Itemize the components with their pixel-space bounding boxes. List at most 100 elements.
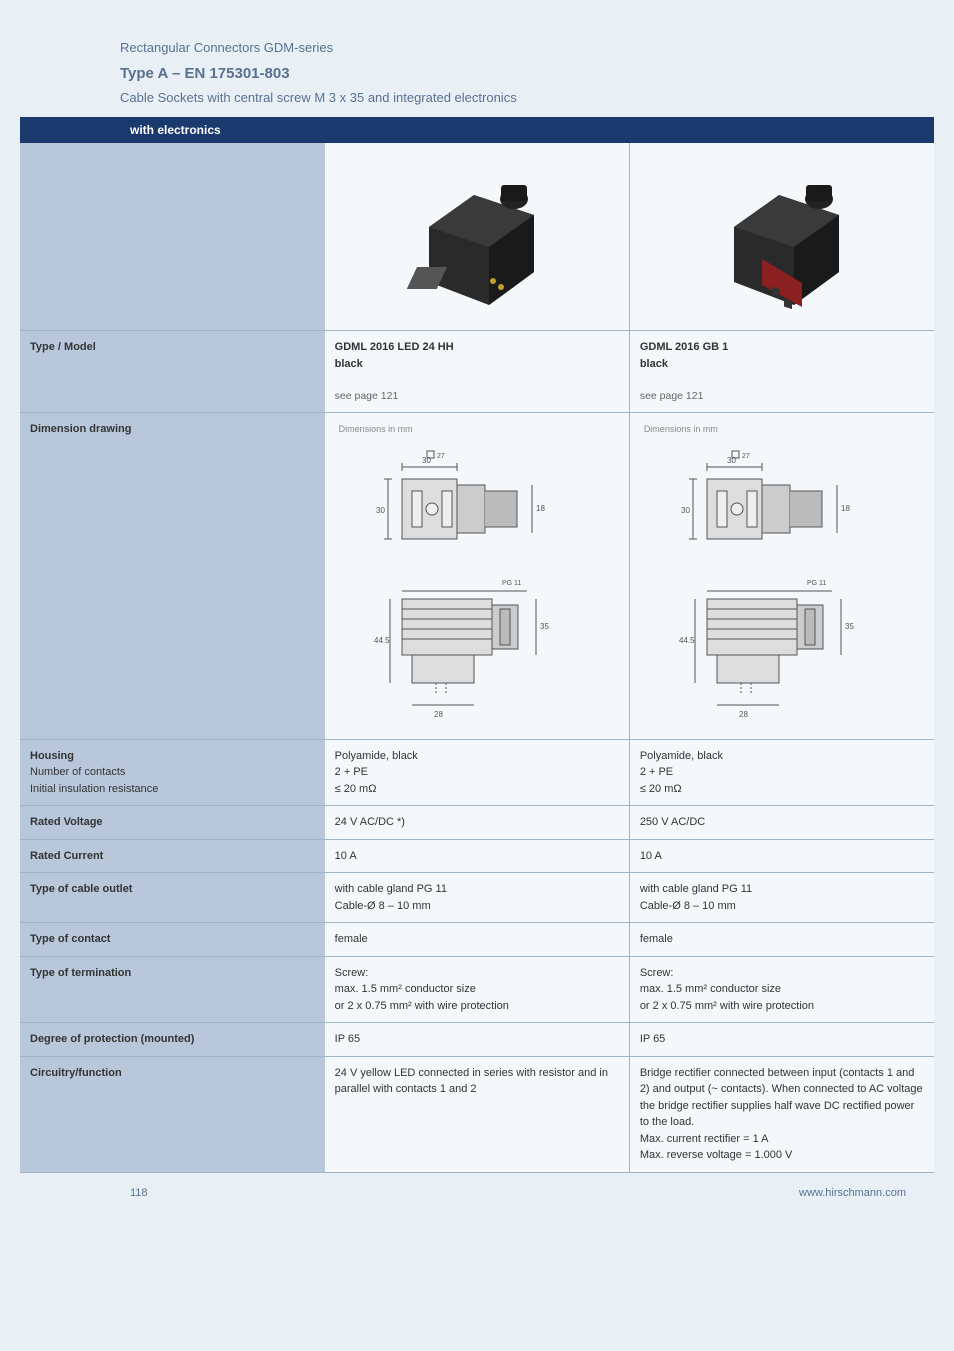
value-cell: Dimensions in mm 30 bbox=[629, 413, 934, 740]
table-row-voltage: Rated Voltage 24 V AC/DC *) 250 V AC/DC bbox=[20, 806, 934, 840]
value-cell: IP 65 bbox=[325, 1023, 630, 1057]
see-page-link: see page 121 bbox=[335, 389, 619, 405]
product-color: black bbox=[335, 356, 619, 373]
termination-line: max. 1.5 mm² conductor size bbox=[335, 981, 619, 998]
label-cell bbox=[20, 143, 325, 331]
value-cell: Polyamide, black 2 + PE ≤ 20 mΩ bbox=[629, 739, 934, 806]
housing-material: Polyamide, black bbox=[640, 748, 924, 765]
value-cell: female bbox=[325, 923, 630, 957]
value-cell: Screw: max. 1.5 mm² conductor size or 2 … bbox=[325, 956, 630, 1023]
value-cell: 24 V AC/DC *) bbox=[325, 806, 630, 840]
value-cell: 250 V AC/DC bbox=[629, 806, 934, 840]
svg-text:28: 28 bbox=[434, 710, 443, 719]
svg-text:44.5: 44.5 bbox=[374, 636, 390, 645]
termination-line: max. 1.5 mm² conductor size bbox=[640, 981, 924, 998]
page-footer: 118 www.hirschmann.com bbox=[20, 1173, 934, 1199]
page-title: Type A – EN 175301-803 bbox=[20, 65, 934, 82]
label-cell: Circuitry/function bbox=[20, 1056, 325, 1172]
label-cell: Rated Current bbox=[20, 839, 325, 873]
value-cell: GDML 2016 GB 1 black see page 121 bbox=[629, 331, 934, 413]
table-row-images bbox=[20, 143, 934, 331]
table-row-housing: Housing Number of contacts Initial insul… bbox=[20, 739, 934, 806]
page-number: 118 bbox=[130, 1187, 148, 1199]
row-label: Rated Current bbox=[30, 850, 103, 862]
svg-text:28: 28 bbox=[739, 710, 748, 719]
label-cell: Housing Number of contacts Initial insul… bbox=[20, 739, 325, 806]
row-label: Type of contact bbox=[30, 933, 110, 945]
value-cell: GDML 2016 LED 24 HH black see page 121 bbox=[325, 331, 630, 413]
table-row-protection: Degree of protection (mounted) IP 65 IP … bbox=[20, 1023, 934, 1057]
dimension-drawing-side: PG 11 28 bbox=[372, 575, 582, 725]
category-text: Rectangular Connectors GDM-series bbox=[20, 40, 934, 55]
cable-outlet-line: Cable-Ø 8 – 10 mm bbox=[335, 898, 619, 915]
value-cell: with cable gland PG 11 Cable-Ø 8 – 10 mm bbox=[325, 873, 630, 923]
label-cell: Type of termination bbox=[20, 956, 325, 1023]
datasheet-page: Rectangular Connectors GDM-series Type A… bbox=[0, 0, 954, 1239]
svg-text:18: 18 bbox=[841, 504, 850, 513]
svg-text:35: 35 bbox=[845, 622, 854, 631]
row-sublabel: Initial insulation resistance bbox=[30, 781, 315, 798]
value-cell: IP 65 bbox=[629, 1023, 934, 1057]
product-name: GDML 2016 LED 24 HH bbox=[335, 339, 619, 356]
table-row-circuitry: Circuitry/function 24 V yellow LED conne… bbox=[20, 1056, 934, 1172]
termination-line: Screw: bbox=[640, 965, 924, 982]
termination-line: or 2 x 0.75 mm² with wire protection bbox=[640, 998, 924, 1015]
label-cell: Rated Voltage bbox=[20, 806, 325, 840]
value-cell: Bridge rectifier connected between input… bbox=[629, 1056, 934, 1172]
dimension-drawing-side: PG 11 28 bbox=[677, 575, 887, 725]
row-label: Rated Voltage bbox=[30, 816, 103, 828]
housing-insulation: ≤ 20 mΩ bbox=[335, 781, 619, 798]
product-image-cell bbox=[325, 143, 630, 331]
table-row-current: Rated Current 10 A 10 A bbox=[20, 839, 934, 873]
see-page-link: see page 121 bbox=[640, 389, 924, 405]
cable-outlet-line: with cable gland PG 11 bbox=[640, 881, 924, 898]
product-image-cell bbox=[629, 143, 934, 331]
product-color: black bbox=[640, 356, 924, 373]
product-name: GDML 2016 GB 1 bbox=[640, 339, 924, 356]
termination-line: or 2 x 0.75 mm² with wire protection bbox=[335, 998, 619, 1015]
table-row-termination: Type of termination Screw: max. 1.5 mm² … bbox=[20, 956, 934, 1023]
page-subtitle: Cable Sockets with central screw M 3 x 3… bbox=[20, 90, 934, 105]
row-label: Type of termination bbox=[30, 967, 131, 979]
svg-text:44.5: 44.5 bbox=[679, 636, 695, 645]
connector-image bbox=[394, 159, 559, 314]
website-url: www.hirschmann.com bbox=[799, 1187, 906, 1199]
value-cell: 10 A bbox=[629, 839, 934, 873]
housing-material: Polyamide, black bbox=[335, 748, 619, 765]
dimension-drawing-top: 30 30 18 27 bbox=[372, 449, 582, 569]
svg-text:PG 11: PG 11 bbox=[502, 580, 521, 587]
svg-text:35: 35 bbox=[540, 622, 549, 631]
connector-image bbox=[699, 159, 864, 314]
housing-contacts: 2 + PE bbox=[335, 764, 619, 781]
value-cell: with cable gland PG 11 Cable-Ø 8 – 10 mm bbox=[629, 873, 934, 923]
row-label: Type of cable outlet bbox=[30, 883, 132, 895]
housing-contacts: 2 + PE bbox=[640, 764, 924, 781]
row-label: Housing bbox=[30, 748, 315, 765]
section-bar: with electronics bbox=[20, 117, 934, 143]
svg-text:18: 18 bbox=[536, 504, 545, 513]
housing-insulation: ≤ 20 mΩ bbox=[640, 781, 924, 798]
dim-note: Dimensions in mm bbox=[335, 421, 619, 443]
svg-text:27: 27 bbox=[742, 453, 750, 460]
value-cell: female bbox=[629, 923, 934, 957]
value-cell: Dimensions in mm 30 bbox=[325, 413, 630, 740]
row-label: Type / Model bbox=[30, 341, 96, 353]
dimension-drawing-top: 30 30 18 27 bbox=[677, 449, 887, 569]
cable-outlet-line: with cable gland PG 11 bbox=[335, 881, 619, 898]
value-cell: 10 A bbox=[325, 839, 630, 873]
table-row-model: Type / Model GDML 2016 LED 24 HH black s… bbox=[20, 331, 934, 413]
svg-text:30: 30 bbox=[681, 506, 690, 515]
value-cell: Polyamide, black 2 + PE ≤ 20 mΩ bbox=[325, 739, 630, 806]
svg-text:27: 27 bbox=[437, 453, 445, 460]
label-cell: Type of cable outlet bbox=[20, 873, 325, 923]
value-cell: 24 V yellow LED connected in series with… bbox=[325, 1056, 630, 1172]
table-row-dimension: Dimension drawing Dimensions in mm bbox=[20, 413, 934, 740]
row-label: Circuitry/function bbox=[30, 1067, 122, 1079]
value-cell: Screw: max. 1.5 mm² conductor size or 2 … bbox=[629, 956, 934, 1023]
dim-note: Dimensions in mm bbox=[640, 421, 924, 443]
label-cell: Type of contact bbox=[20, 923, 325, 957]
table-row-contact: Type of contact female female bbox=[20, 923, 934, 957]
row-label: Degree of protection (mounted) bbox=[30, 1033, 194, 1045]
table-row-cable-outlet: Type of cable outlet with cable gland PG… bbox=[20, 873, 934, 923]
cable-outlet-line: Cable-Ø 8 – 10 mm bbox=[640, 898, 924, 915]
